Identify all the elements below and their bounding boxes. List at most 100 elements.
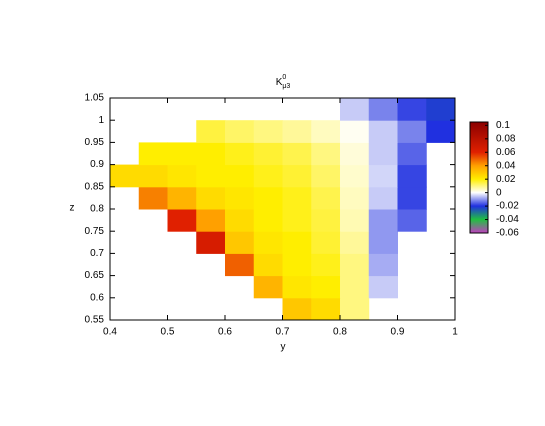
heat-cell <box>340 186 370 210</box>
heat-cell <box>340 164 370 188</box>
heat-cell <box>282 231 312 254</box>
heat-cell <box>340 142 370 166</box>
heat-cell <box>282 209 312 232</box>
heat-cell <box>311 142 341 166</box>
y-tick-label: 1.05 <box>85 93 105 104</box>
colorbar-tick-label: 0.04 <box>496 160 516 171</box>
heat-cell <box>282 164 312 188</box>
heat-cell <box>253 164 283 188</box>
heat-cell <box>340 275 370 299</box>
colorbar-tick-label: 0.06 <box>496 147 516 158</box>
title-sup: 0 <box>282 74 286 81</box>
colorbar-tick-label: 0 <box>496 187 502 198</box>
heat-cell <box>311 297 341 321</box>
x-tick-label: 0.9 <box>391 327 405 338</box>
heat-cell <box>311 275 341 299</box>
heat-cell <box>282 186 312 210</box>
heat-cell <box>282 297 312 321</box>
heat-cell <box>225 209 255 232</box>
heat-cell <box>253 186 283 210</box>
heat-cell <box>138 142 168 166</box>
heat-cell <box>426 98 456 121</box>
heat-cell <box>368 231 398 254</box>
heat-cell <box>311 209 341 232</box>
x-tick-label: 0.5 <box>161 327 175 338</box>
heat-cell <box>311 253 341 277</box>
heat-cell <box>167 186 197 210</box>
x-tick-label: 0.6 <box>218 327 232 338</box>
heat-cell <box>225 120 255 143</box>
y-tick-label: 0.9 <box>90 159 104 170</box>
heat-cell <box>196 209 226 232</box>
heat-cell <box>282 275 312 299</box>
title-main: K <box>276 77 283 88</box>
y-tick-label: 0.65 <box>85 270 105 281</box>
heat-cell <box>368 275 398 299</box>
x-tick-label: 0.7 <box>276 327 290 338</box>
heat-cell <box>196 120 226 143</box>
heat-cell <box>340 231 370 254</box>
heat-cell <box>397 186 427 210</box>
heat-cell <box>311 120 341 143</box>
y-tick-label: 0.75 <box>85 226 105 237</box>
y-tick-label: 0.7 <box>90 248 104 259</box>
colorbar-tick-label: -0.04 <box>496 214 519 225</box>
heat-cell <box>253 209 283 232</box>
heat-cell <box>397 209 427 232</box>
heat-cell <box>253 231 283 254</box>
heat-cell <box>311 164 341 188</box>
y-tick-label: 0.8 <box>90 204 104 215</box>
heat-cell <box>167 142 197 166</box>
heat-cell <box>368 98 398 121</box>
heat-cell <box>340 98 370 121</box>
heat-cell <box>368 209 398 232</box>
y-tick-label: 0.6 <box>90 292 104 303</box>
heat-cell <box>368 186 398 210</box>
heat-cell <box>167 209 197 232</box>
heat-cell <box>368 120 398 143</box>
colorbar-tick-label: 0.08 <box>496 133 516 144</box>
colorbar-tick-label: 0.02 <box>496 174 516 185</box>
y-tick-label: 1 <box>98 115 104 126</box>
y-tick-label: 0.85 <box>85 181 105 192</box>
y-tick-label: 0.55 <box>85 315 105 326</box>
heat-cell <box>340 209 370 232</box>
colorbar-tick-label: -0.02 <box>496 201 519 212</box>
heat-cell <box>196 164 226 188</box>
x-tick-label: 0.4 <box>103 327 117 338</box>
x-tick-label: 1 <box>452 327 458 338</box>
heat-cell <box>225 164 255 188</box>
heat-cell <box>253 142 283 166</box>
heat-cell <box>340 120 370 143</box>
colorbar-tick-label: 0.1 <box>496 120 510 131</box>
heat-cell <box>225 186 255 210</box>
chart-title: K0 μ3 <box>276 74 291 90</box>
heat-cell <box>138 164 168 188</box>
heat-cell <box>368 164 398 188</box>
heat-cell <box>311 186 341 210</box>
y-axis-label: z <box>70 203 75 214</box>
heat-cell <box>397 120 427 143</box>
heat-cell <box>397 164 427 188</box>
title-sub: μ3 <box>282 83 290 90</box>
heat-cell <box>311 231 341 254</box>
heat-cell <box>426 120 456 143</box>
x-tick-label: 0.8 <box>333 327 347 338</box>
heat-cell <box>225 142 255 166</box>
heat-cell <box>368 253 398 277</box>
y-tick-label: 0.95 <box>85 137 105 148</box>
heat-cell <box>196 186 226 210</box>
heat-cell <box>253 275 283 299</box>
colorbar-tick-label: -0.06 <box>496 228 519 239</box>
heat-cell <box>225 231 255 254</box>
heat-cell <box>397 98 427 121</box>
heat-cell <box>110 164 140 188</box>
x-axis-label: y <box>281 342 286 353</box>
heat-cell <box>253 120 283 143</box>
heat-cell <box>138 186 168 210</box>
heat-cell <box>196 142 226 166</box>
heat-cell <box>167 164 197 188</box>
heat-cell <box>225 253 255 277</box>
